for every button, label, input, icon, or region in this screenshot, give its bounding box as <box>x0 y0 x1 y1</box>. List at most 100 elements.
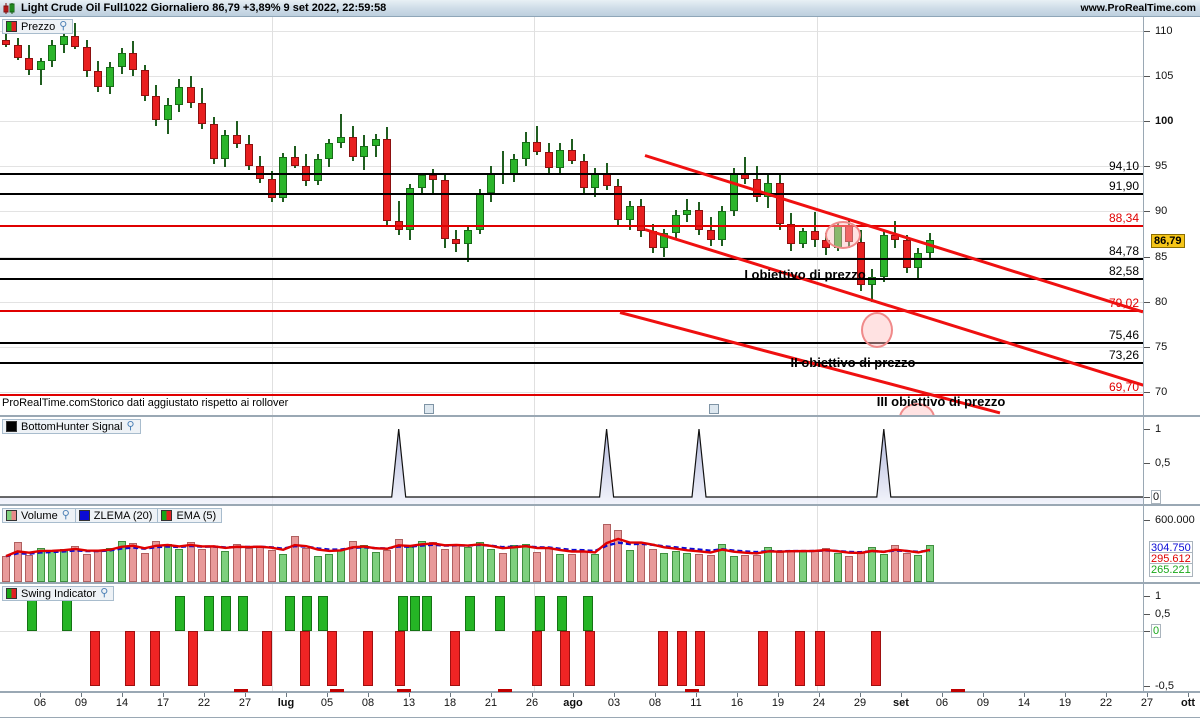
candle-body <box>244 143 253 167</box>
price-level-line[interactable] <box>0 394 1143 397</box>
x-tick-label: 08 <box>648 697 662 709</box>
volume-bar <box>383 549 392 582</box>
x-tick-mark <box>368 693 369 697</box>
swing-plot-area[interactable] <box>0 584 1143 691</box>
volume-bar <box>325 553 334 582</box>
price-level-line[interactable] <box>0 225 1143 228</box>
price-scale[interactable]: 110 105 100 95 90 85 80 75 70 86,79 <box>1143 17 1200 415</box>
x-tick-label: 11 <box>690 697 702 709</box>
x-axis-event-marker[interactable] <box>330 689 344 692</box>
x-tick-label: 16 <box>730 697 744 709</box>
bottomhunter-tick-label: 1 <box>1155 423 1162 435</box>
ema-swatch-icon <box>161 510 173 521</box>
swing-bar-up <box>204 596 214 631</box>
price-tick-mark <box>1144 211 1150 213</box>
swing-bar-down <box>560 631 570 686</box>
wrench-icon[interactable]: ⚲ <box>100 587 109 599</box>
legend-chip-bottomhunter[interactable]: BottomHunter Signal ⚲ <box>2 419 141 434</box>
x-tick-mark <box>1106 693 1107 697</box>
candle-body <box>71 35 80 47</box>
chart-marker-handle[interactable] <box>709 404 719 414</box>
candle-body <box>129 53 138 71</box>
x-axis-event-marker[interactable] <box>234 689 248 692</box>
price-tick-label: 95 <box>1155 160 1168 173</box>
legend-chip-zlema[interactable]: ZLEMA (20) <box>74 508 159 523</box>
x-axis-event-marker[interactable] <box>498 689 512 692</box>
legend-chip-swing[interactable]: Swing Indicator ⚲ <box>2 586 115 601</box>
price-level-label: 75,46 <box>1108 327 1139 342</box>
volume-gridline-vertical <box>817 506 818 582</box>
x-tick-mark <box>1065 693 1066 697</box>
price-level-line[interactable] <box>0 361 1143 364</box>
volume-plot-area[interactable] <box>0 506 1143 582</box>
x-tick-label: 27 <box>1140 697 1154 709</box>
x-tick-mark <box>655 693 656 697</box>
candle-wick <box>813 212 816 247</box>
x-tick-label: 22 <box>197 697 211 709</box>
highlight-ellipse[interactable] <box>825 221 861 249</box>
legend-chip-ema[interactable]: EMA (5) <box>157 508 223 523</box>
x-tick-label: set <box>893 697 909 709</box>
price-level-line[interactable] <box>0 341 1143 344</box>
volume-bar <box>822 548 831 582</box>
volume-bar <box>914 555 923 582</box>
candle-body <box>48 45 57 62</box>
candle-body <box>429 175 438 180</box>
price-gridline-vertical <box>272 17 273 415</box>
x-tick-mark <box>286 693 287 697</box>
swing-bar-up <box>465 596 475 631</box>
volume-bar <box>729 555 738 582</box>
swing-tick-label: 0,5 <box>1155 607 1171 620</box>
price-level-label: 82,58 <box>1108 263 1139 278</box>
x-axis-event-marker[interactable] <box>951 689 965 692</box>
volume-bar <box>36 547 45 582</box>
bottomhunter-scale[interactable]: 1 0,5 0 <box>1143 417 1200 504</box>
wrench-icon[interactable]: ⚲ <box>61 509 70 521</box>
price-plot-area[interactable]: 94,10 91,90 88,34 84,78 82,58 79,02 75,46 73,26… <box>0 17 1143 415</box>
x-axis[interactable]: 06 09 14 17 22 27 lug 05 08 13 18 21 26 ago 03 08 11 16 19… <box>0 689 1200 718</box>
candle-body <box>487 173 496 194</box>
swing-bar-up <box>62 596 72 631</box>
candle-body <box>671 215 680 234</box>
price-level-label: 84,78 <box>1108 243 1139 258</box>
price-level-line[interactable] <box>0 309 1143 312</box>
wrench-icon[interactable]: ⚲ <box>59 20 68 32</box>
volume-bar <box>926 544 934 582</box>
candle-body <box>348 137 357 158</box>
candle-body <box>533 141 542 152</box>
volume-scale[interactable]: 600.000 304.750 295.612 265.221 <box>1143 506 1200 582</box>
x-tick-label: 24 <box>812 697 826 709</box>
candle-body <box>775 182 784 225</box>
volume-bar <box>891 545 900 582</box>
x-tick-label: 17 <box>156 697 170 709</box>
x-axis-event-marker[interactable] <box>397 689 411 692</box>
swing-scale[interactable]: 1 0,5 -0,5 0 <box>1143 584 1200 692</box>
highlight-ellipse[interactable] <box>861 312 893 348</box>
price-tick-mark <box>1144 75 1150 77</box>
price-gridline-vertical <box>534 17 535 415</box>
chart-marker-handle[interactable] <box>424 404 434 414</box>
wrench-icon[interactable]: ⚲ <box>126 420 135 432</box>
price-gridline <box>0 211 1143 213</box>
x-axis-event-marker[interactable] <box>685 689 699 692</box>
candle-body <box>591 173 600 188</box>
bottomhunter-tick-label: 0,5 <box>1155 457 1171 469</box>
legend-chip-volume[interactable]: Volume ⚲ <box>2 508 76 523</box>
x-tick-label: 21 <box>484 697 498 709</box>
legend-label-ema: EMA (5) <box>176 509 217 522</box>
volume-bar <box>198 549 207 582</box>
candle-body <box>233 135 241 144</box>
price-level-line[interactable] <box>0 193 1143 196</box>
swing-bar-up <box>410 596 420 631</box>
swing-value-badge: 0 <box>1151 624 1162 638</box>
candle-body <box>82 46 91 72</box>
price-level-line[interactable] <box>0 277 1143 280</box>
legend-chip-prezzo[interactable]: Prezzo ⚲ <box>2 19 74 34</box>
bottomhunter-plot-area[interactable] <box>0 417 1143 504</box>
target-annotation: I obiettivo di prezzo <box>744 267 866 282</box>
price-level-line[interactable] <box>0 257 1143 260</box>
volume-tick-mark <box>1144 520 1150 521</box>
candle-wick <box>339 113 342 149</box>
price-level-line[interactable] <box>0 173 1143 176</box>
